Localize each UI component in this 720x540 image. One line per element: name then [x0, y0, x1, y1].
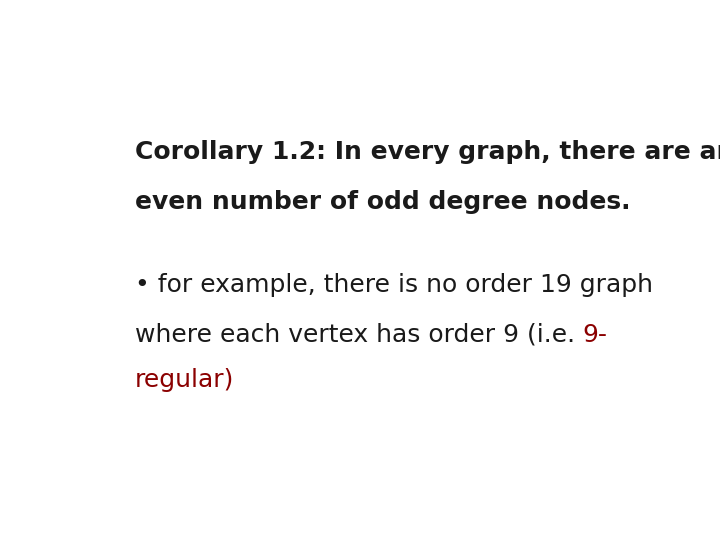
Text: where each vertex has order 9 (i.e.: where each vertex has order 9 (i.e.	[135, 322, 582, 347]
Text: even number of odd degree nodes.: even number of odd degree nodes.	[135, 190, 630, 213]
Text: • for example, there is no order 19 graph: • for example, there is no order 19 grap…	[135, 273, 652, 296]
Text: 9-: 9-	[582, 322, 608, 347]
Text: Corollary 1.2: In every graph, there are an: Corollary 1.2: In every graph, there are…	[135, 140, 720, 164]
Text: regular): regular)	[135, 368, 234, 393]
